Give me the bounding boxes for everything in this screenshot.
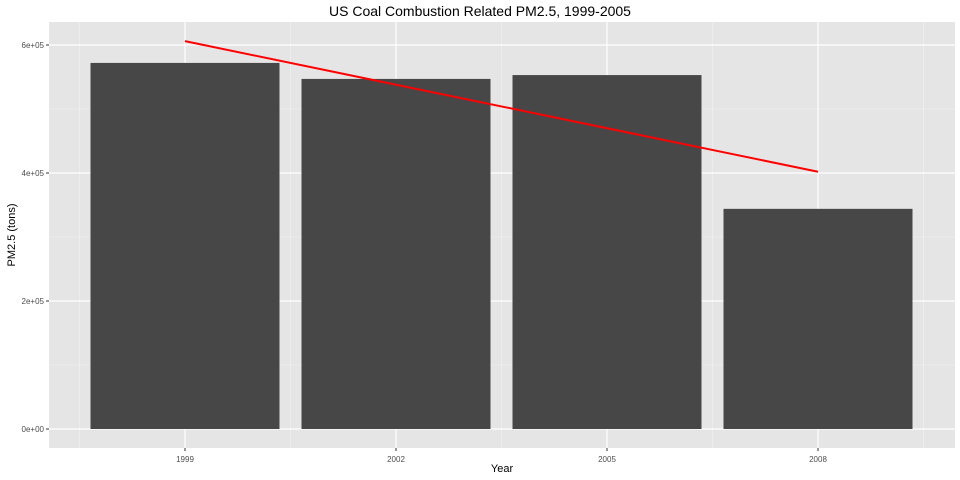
y-axis: 0e+00 2e+05 4e+05 6e+05: [22, 41, 49, 434]
bars: [90, 62, 913, 430]
bar-2002: [301, 78, 491, 430]
y-tick-label: 2e+05: [22, 297, 45, 306]
x-tick-label: 1999: [176, 455, 194, 464]
bar-2008: [723, 208, 913, 429]
y-axis-title: PM2.5 (tons): [6, 204, 18, 267]
bar-2005: [512, 75, 702, 429]
x-tick-label: 2002: [387, 455, 405, 464]
x-axis: 1999 2002 2005 2008: [176, 448, 827, 464]
x-tick-label: 2005: [598, 455, 616, 464]
y-tick-label: 0e+00: [22, 425, 45, 434]
chart-title: US Coal Combustion Related PM2.5, 1999-2…: [329, 3, 631, 19]
trend-line-group: [184, 40, 819, 173]
x-tick-label: 2008: [809, 455, 827, 464]
y-tick-label: 6e+05: [22, 41, 45, 50]
x-axis-title: Year: [491, 463, 514, 475]
trend-line: [184, 40, 819, 173]
y-tick-label: 4e+05: [22, 169, 45, 178]
bar-1999: [90, 62, 280, 430]
